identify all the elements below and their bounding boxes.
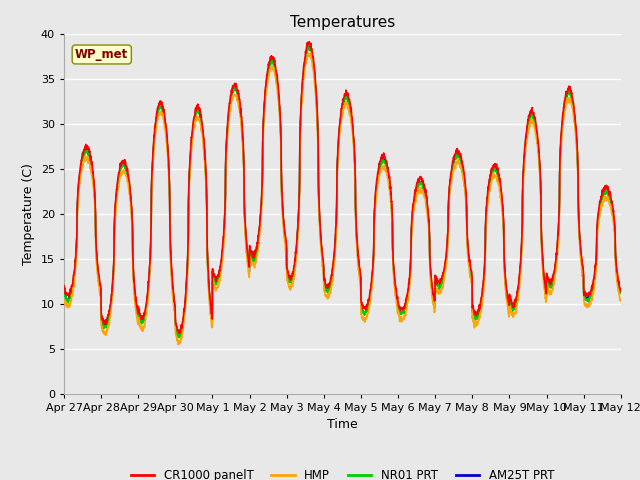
Text: WP_met: WP_met [75,48,129,61]
X-axis label: Time: Time [327,418,358,431]
Title: Temperatures: Temperatures [290,15,395,30]
Y-axis label: Temperature (C): Temperature (C) [22,163,35,264]
Legend: CR1000 panelT, HMP, NR01 PRT, AM25T PRT: CR1000 panelT, HMP, NR01 PRT, AM25T PRT [126,464,559,480]
